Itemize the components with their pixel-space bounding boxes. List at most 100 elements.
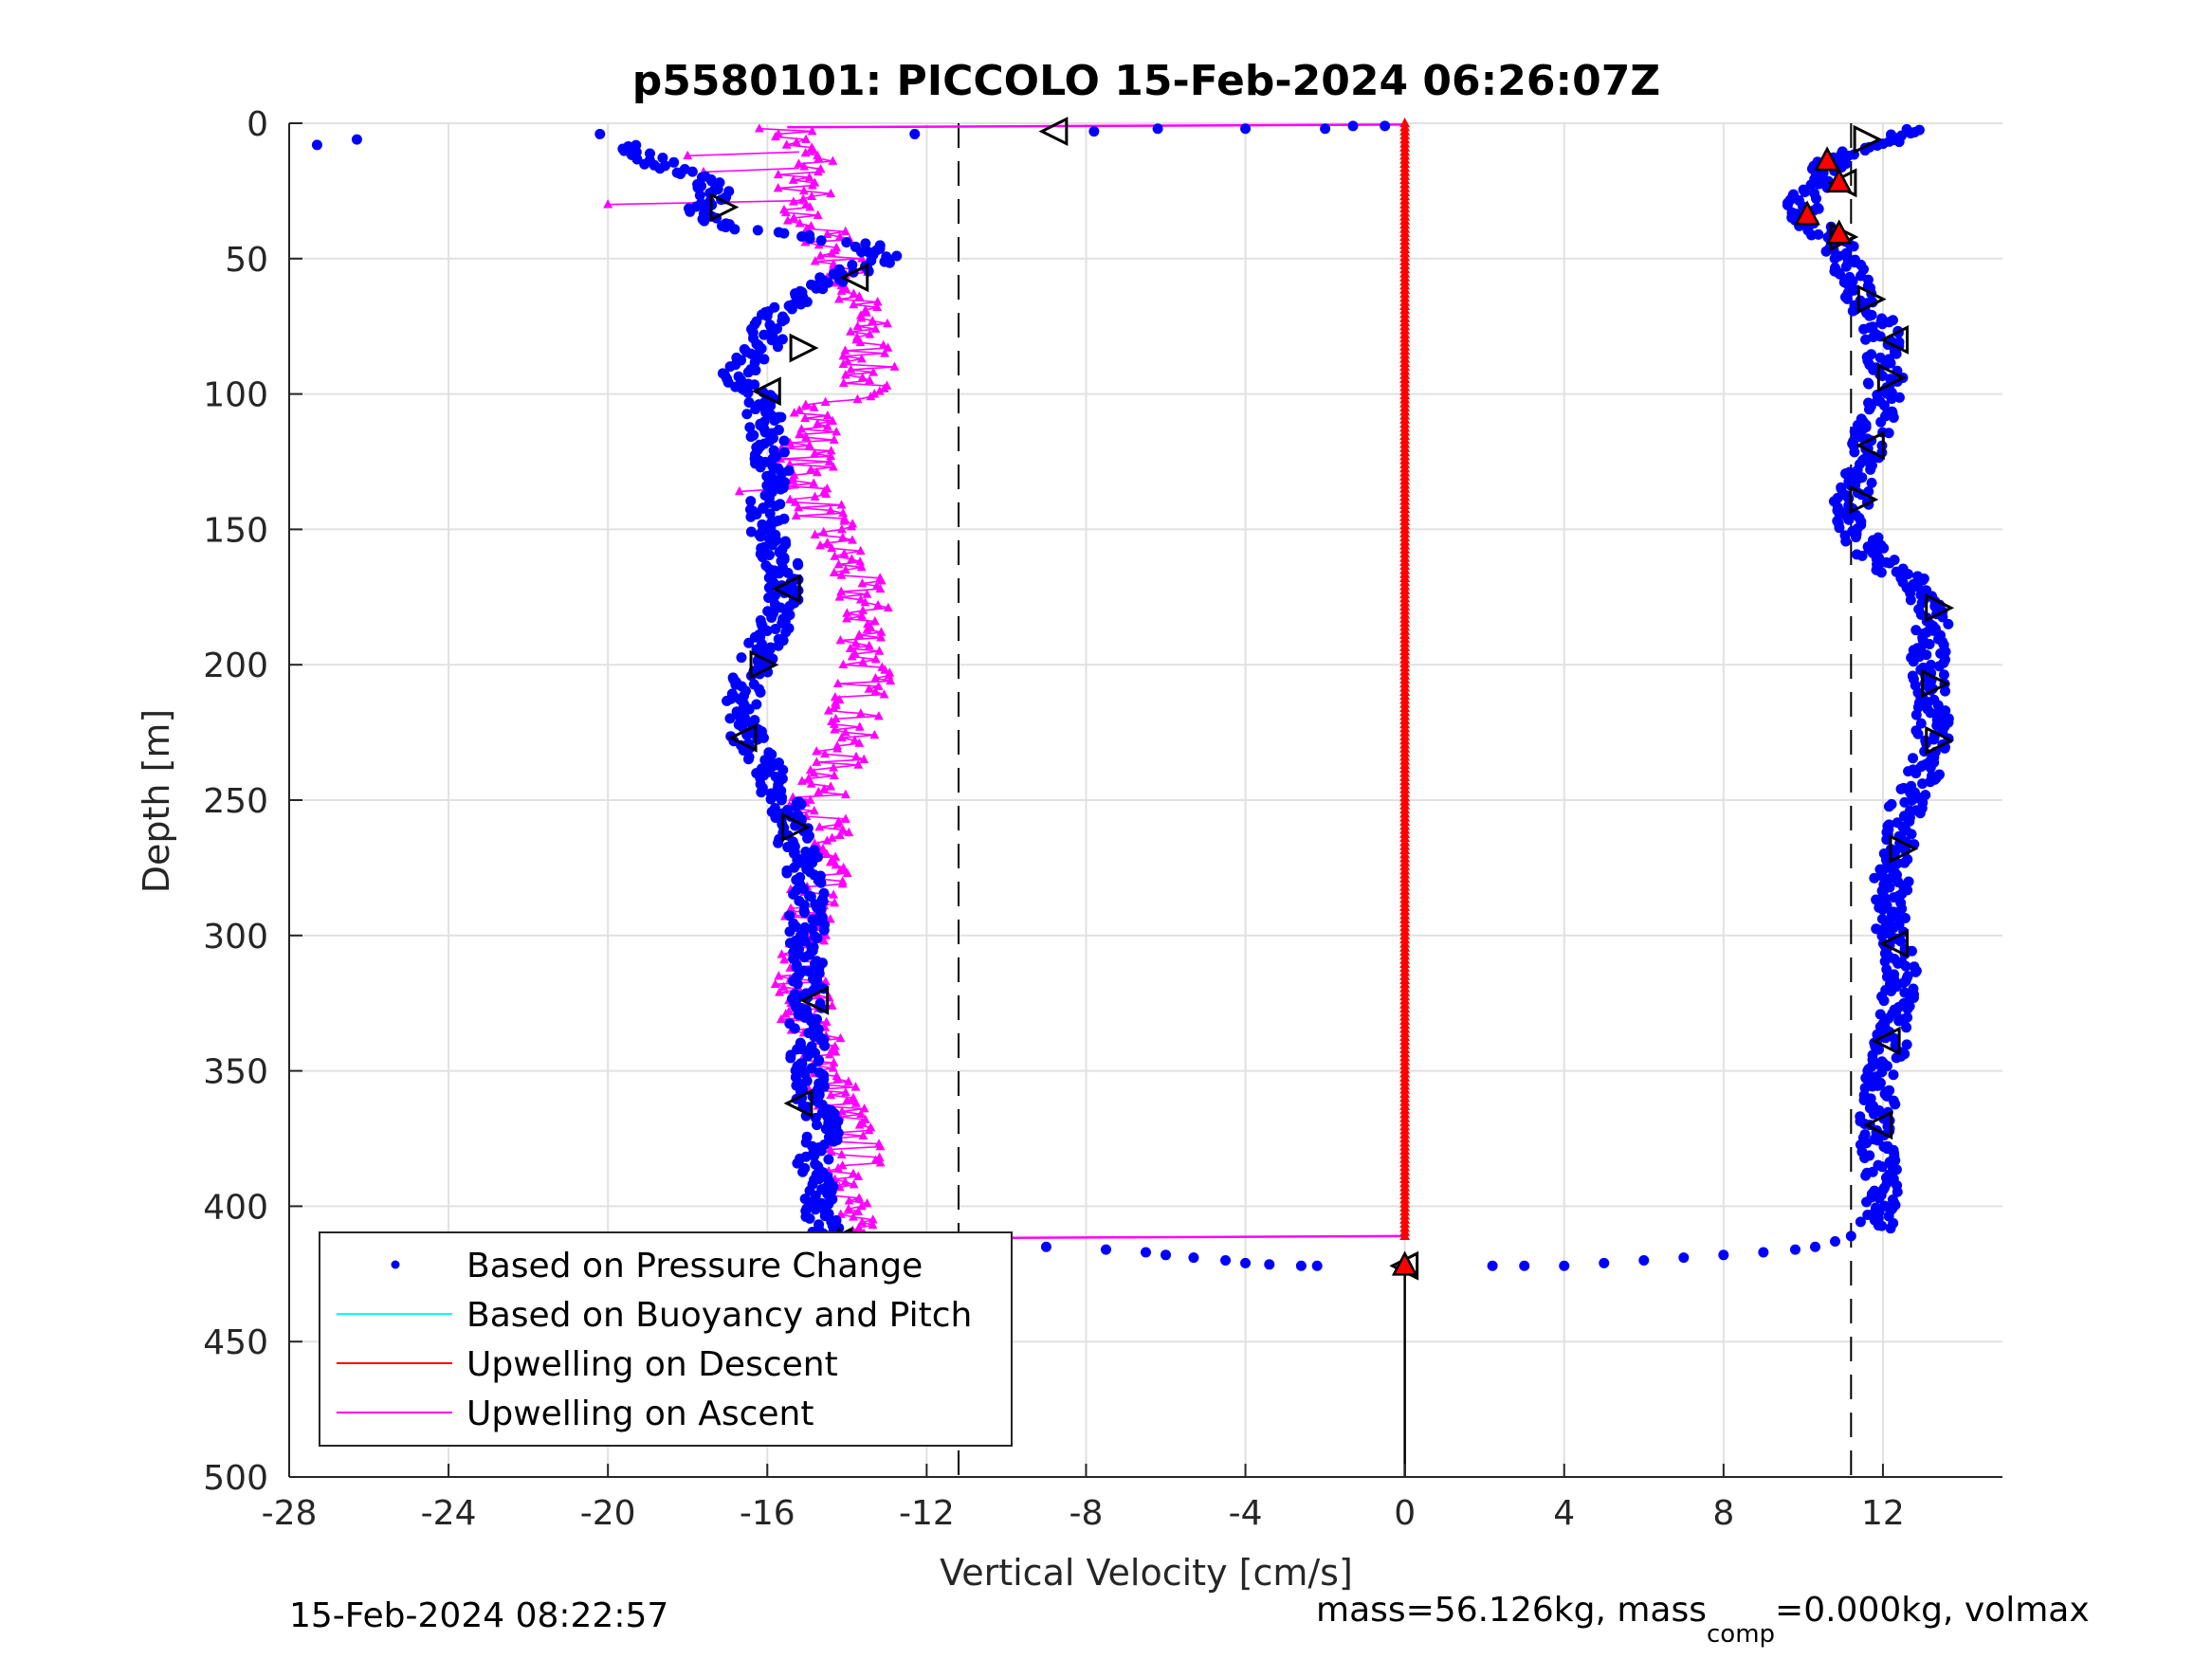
ascent-line-segment (843, 352, 886, 357)
pressure-change-point (1832, 492, 1843, 503)
ascent-line-segment (850, 328, 876, 333)
pressure-change-point (1141, 1247, 1151, 1258)
ascent-marker (794, 502, 804, 512)
ascent-line-segment (795, 512, 844, 517)
ascent-marker (828, 155, 838, 165)
pressure-change-point (1088, 126, 1100, 137)
ascent-marker (855, 337, 866, 347)
pressure-change-point (1879, 1200, 1891, 1212)
ascent-marker (823, 705, 833, 715)
ascent-line-segment (816, 758, 865, 763)
pressure-change-point (1888, 1069, 1899, 1081)
ascent-line-segment (838, 298, 878, 303)
pressure-change-point (1876, 913, 1888, 924)
ascent-marker (824, 456, 834, 465)
pressure-change-point (1867, 321, 1878, 333)
pressure-change-point (802, 1050, 814, 1062)
ascent-line-segment (793, 176, 810, 181)
ascent-marker (754, 123, 764, 133)
ascent-marker (829, 762, 839, 772)
ascent-marker (876, 632, 887, 642)
ascent-marker (850, 637, 861, 647)
pressure-change-point (769, 414, 780, 426)
ascent-marker (812, 757, 822, 766)
open-triangle-marker (1038, 117, 1069, 146)
ascent-marker (864, 640, 874, 650)
ascent-line-segment (783, 206, 811, 211)
pressure-change-point (1295, 1260, 1307, 1271)
ascent-line-segment (857, 322, 888, 327)
ascent-marker (850, 1082, 861, 1091)
pressure-change-point (856, 246, 868, 258)
ascent-line-segment (830, 1145, 881, 1151)
pressure-change-point (1920, 790, 1931, 801)
ascent-line-segment (841, 574, 881, 579)
x-tick-label: -28 (262, 1494, 318, 1533)
ascent-marker (830, 724, 840, 734)
ascent-marker (854, 738, 865, 747)
ascent-marker (810, 256, 820, 265)
ascent-marker (838, 507, 849, 518)
ascent-line-segment (795, 515, 845, 520)
pressure-change-point (909, 128, 921, 139)
pressure-change-point (1908, 983, 1919, 994)
ascent-marker (872, 301, 883, 312)
pressure-change-point (775, 483, 786, 495)
pressure-change-point (1788, 189, 1800, 200)
pressure-change-point (1940, 705, 1951, 717)
ascent-marker (868, 367, 879, 376)
ascent-marker (856, 1108, 867, 1119)
ascent-marker (837, 879, 848, 888)
pressure-change-point (789, 1023, 800, 1034)
ascent-marker (889, 361, 900, 371)
ascent-line-segment (775, 136, 807, 140)
ascent-line-segment (777, 130, 813, 136)
pressure-change-point (1264, 1259, 1275, 1270)
ascent-marker (827, 542, 837, 553)
open-triangle-marker (1855, 430, 1885, 461)
pressure-change-point (784, 910, 795, 921)
ascent-line-segment (836, 742, 860, 747)
ascent-line-segment (828, 709, 861, 715)
ascent-marker (855, 556, 866, 566)
ascent-marker (821, 488, 832, 499)
pressure-change-point (1910, 625, 1922, 636)
ascent-line-segment (827, 230, 846, 235)
ascent-line-segment (839, 593, 868, 598)
open-triangle-marker (749, 649, 779, 680)
open-triangle-marker (1879, 325, 1910, 355)
ascent-line-segment (803, 190, 832, 195)
ascent-marker (847, 651, 857, 661)
pressure-change-point (798, 907, 810, 919)
open-triangle-marker (1889, 833, 1919, 864)
pressure-change-point (777, 316, 788, 327)
ascent-line-segment (777, 171, 819, 176)
ascent-marker (858, 1130, 868, 1139)
ascent-marker (788, 174, 798, 184)
ascent-line-segment (777, 187, 804, 192)
mass-subscript: comp (1707, 1620, 1775, 1649)
pressure-change-point (744, 422, 756, 433)
ascent-line-segment (819, 823, 838, 829)
pressure-change-point (1892, 817, 1903, 829)
pressure-change-point (745, 431, 757, 443)
ascent-marker (781, 139, 792, 149)
pressure-change-point (773, 640, 784, 651)
y-tick-label: 300 (203, 918, 268, 957)
ascent-marker (860, 597, 870, 607)
ascent-marker (804, 440, 814, 449)
ascent-line-segment (816, 761, 859, 766)
ascent-marker (836, 586, 847, 595)
ascent-line-segment (834, 1176, 859, 1180)
pressure-change-point (1311, 1260, 1323, 1271)
pressure-change-point (755, 462, 766, 473)
pressure-change-point (1845, 1231, 1856, 1242)
ascent-marker (774, 971, 784, 980)
ascent-marker (807, 126, 817, 136)
pressure-change-point (828, 1136, 839, 1147)
x-axis-label: Vertical Velocity [cm/s] (940, 1552, 1353, 1594)
ascent-line-segment (845, 374, 863, 379)
pressure-change-point (1908, 764, 1919, 775)
ascent-marker (789, 408, 799, 417)
ascent-marker (836, 285, 847, 295)
